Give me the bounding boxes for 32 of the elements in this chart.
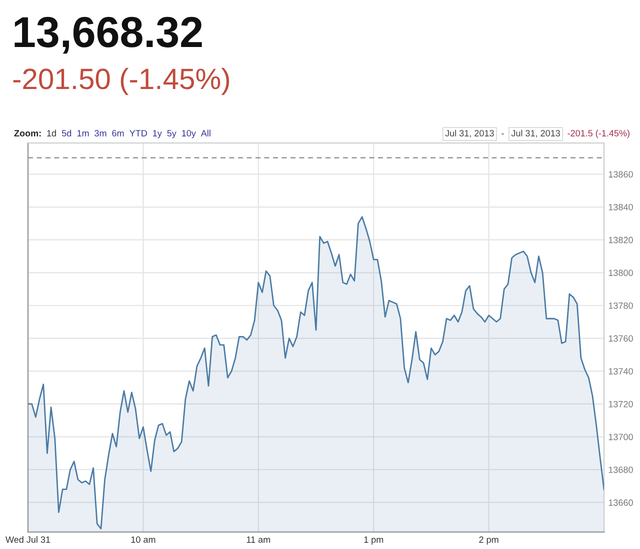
text: Jul 31, 2013 [511, 130, 560, 138]
text: Jul 31, 2013 [445, 130, 494, 138]
y-tick-label: 13680 [608, 466, 633, 473]
y-tick-label: 13740 [608, 368, 633, 375]
text: 10y [182, 130, 196, 138]
text: Zoom: [14, 130, 41, 136]
y-tick-label: 13760 [608, 335, 633, 342]
text: 1m [77, 130, 89, 136]
chart-title: 13,668.32 [14, 16, 202, 54]
text: -201.5 (-1.45%) [568, 130, 630, 138]
y-tick-label: 13800 [608, 270, 633, 276]
y-tick-label: 13860 [608, 171, 633, 178]
chart-subtitle: -201.50 (-1.45%) [13, 68, 230, 96]
y-tick-label: 13820 [608, 236, 633, 244]
x-tick-label: 11 am [246, 536, 270, 543]
text: All [200, 130, 210, 136]
text: 5d [62, 130, 72, 136]
text: YTD [130, 130, 147, 136]
text: 1d [47, 130, 56, 136]
y-tick-label: 13660 [608, 499, 633, 506]
text: 3m [94, 130, 106, 136]
y-tick-label: 13700 [608, 434, 633, 440]
y-tick-label: 13840 [608, 204, 633, 210]
x-tick-label: 2 pm [479, 536, 498, 545]
text: 6m [112, 130, 124, 136]
x-tick-label: 1 pm [364, 536, 384, 545]
text: 1y [153, 130, 162, 138]
text: 5y [167, 130, 176, 138]
y-tick-label: 13720 [608, 400, 633, 408]
x-tick-label: Wed Jul 31 [6, 536, 50, 543]
x-tick-label: 10 am [131, 536, 156, 543]
y-tick-label: 13780 [608, 302, 633, 309]
